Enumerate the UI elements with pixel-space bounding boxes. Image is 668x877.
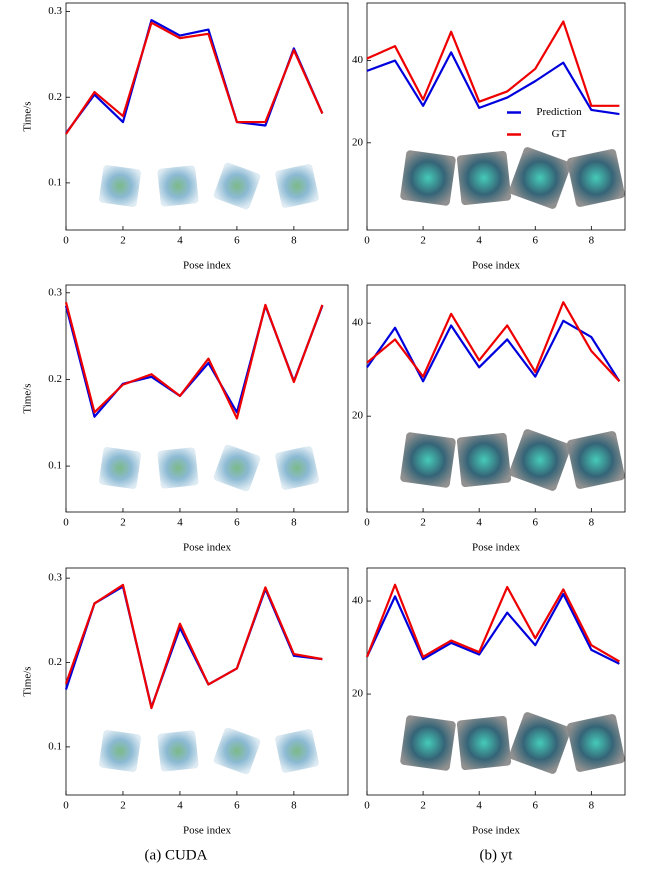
y-tick-label: 0.1 (48, 176, 62, 188)
render-image (157, 165, 199, 207)
render-image (99, 730, 141, 772)
series-line (64, 585, 323, 709)
x-tick-label: 4 (177, 235, 183, 247)
render-image (509, 147, 571, 209)
render-image (400, 150, 456, 206)
series-line (366, 20, 620, 107)
render-image (509, 429, 571, 491)
render-image (157, 447, 199, 489)
x-tick-label: 0 (364, 517, 370, 529)
y-axis-label: Time/s (22, 383, 34, 413)
x-tick-label: 6 (234, 235, 240, 247)
render-image (157, 730, 199, 772)
x-axis-label: Pose index (472, 260, 520, 272)
x-tick-label: 4 (177, 517, 183, 529)
series-line (64, 583, 323, 710)
y-tick-label: 0.1 (48, 460, 62, 472)
series-line (366, 51, 620, 116)
x-tick-label: 2 (420, 800, 426, 812)
x-axis-label: Pose index (183, 542, 231, 554)
x-axis-label: Pose index (183, 825, 231, 837)
x-tick-label: 2 (420, 235, 426, 247)
render-image (99, 447, 141, 489)
x-tick-label: 6 (533, 800, 539, 812)
series-line (65, 21, 324, 135)
y-tick-label: 20 (352, 136, 364, 148)
x-tick-label: 0 (63, 517, 69, 529)
y-tick-label: 0.2 (48, 656, 62, 668)
x-tick-label: 8 (589, 800, 595, 812)
y-tick-label: 20 (352, 688, 364, 700)
render-image (400, 715, 456, 771)
x-tick-label: 4 (476, 235, 482, 247)
x-tick-label: 6 (234, 517, 240, 529)
y-axis-label: Time/s (22, 101, 34, 131)
render-image (567, 431, 625, 489)
x-tick-label: 6 (533, 235, 539, 247)
series-line (366, 592, 620, 665)
y-tick-label: 0.3 (48, 286, 62, 298)
y-tick-label: 20 (352, 410, 364, 422)
plot-frame (65, 284, 349, 513)
render-image (456, 715, 512, 771)
render-image (567, 149, 625, 207)
legend-label: GT (552, 128, 567, 140)
x-tick-label: 4 (177, 800, 183, 812)
render-image (275, 164, 319, 208)
render-image (509, 712, 571, 774)
x-tick-label: 4 (476, 517, 482, 529)
x-tick-label: 8 (589, 235, 595, 247)
render-image (567, 714, 625, 772)
caption: (b) yt (480, 847, 514, 863)
x-tick-label: 6 (234, 800, 240, 812)
render-image (99, 165, 141, 207)
render-image (213, 727, 261, 775)
plot-frame (366, 567, 626, 796)
y-axis-label: Time/s (22, 666, 34, 696)
y-tick-label: 40 (352, 54, 364, 66)
caption: (a) CUDA (145, 847, 208, 863)
y-tick-label: 40 (352, 595, 364, 607)
render-image (275, 729, 319, 773)
render-image (456, 432, 512, 488)
x-tick-label: 2 (120, 517, 126, 529)
render-image (456, 150, 512, 206)
x-tick-label: 2 (120, 800, 126, 812)
y-tick-label: 40 (352, 317, 364, 329)
x-tick-label: 2 (120, 235, 126, 247)
x-tick-label: 8 (291, 235, 297, 247)
x-axis-label: Pose index (472, 542, 520, 554)
x-tick-label: 0 (364, 235, 370, 247)
y-tick-label: 0.2 (48, 373, 62, 385)
y-tick-label: 0.3 (48, 572, 62, 584)
x-tick-label: 6 (533, 517, 539, 529)
render-image (400, 432, 456, 488)
series-line (365, 583, 620, 663)
x-tick-label: 4 (476, 800, 482, 812)
x-tick-label: 8 (291, 800, 297, 812)
plot-frame (65, 2, 349, 231)
x-tick-label: 0 (63, 800, 69, 812)
x-axis-label: Pose index (472, 825, 520, 837)
render-image (213, 444, 261, 492)
x-tick-label: 0 (63, 235, 69, 247)
series-line (64, 302, 324, 420)
render-image (213, 162, 261, 210)
series-line (64, 304, 324, 418)
series-line (366, 301, 621, 383)
x-tick-label: 2 (420, 517, 426, 529)
y-tick-label: 0.2 (48, 91, 62, 103)
x-tick-label: 8 (291, 517, 297, 529)
render-image (275, 446, 319, 490)
x-tick-label: 0 (364, 800, 370, 812)
plot-frame (366, 2, 626, 231)
plot-frame (366, 284, 626, 513)
x-tick-label: 8 (589, 517, 595, 529)
y-tick-label: 0.3 (48, 5, 62, 17)
legend-label: Prediction (536, 106, 582, 118)
x-axis-label: Pose index (183, 260, 231, 272)
series-line (366, 319, 621, 383)
y-tick-label: 0.1 (48, 740, 62, 752)
